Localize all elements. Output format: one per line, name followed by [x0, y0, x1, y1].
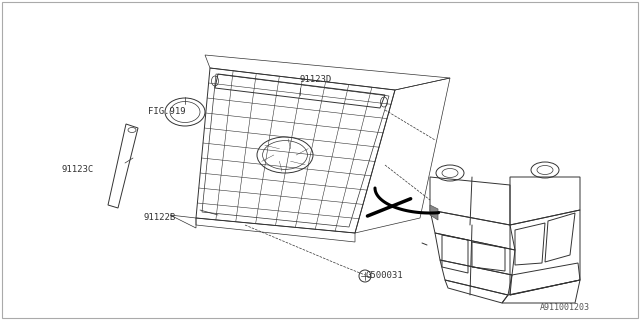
Text: 91123D: 91123D — [300, 76, 332, 84]
Text: 91122B: 91122B — [143, 213, 175, 222]
Text: FIG.919: FIG.919 — [148, 108, 186, 116]
Text: 91123C: 91123C — [62, 165, 94, 174]
Polygon shape — [430, 205, 438, 220]
Text: G500031: G500031 — [365, 271, 403, 280]
Text: A911001203: A911001203 — [540, 303, 590, 312]
